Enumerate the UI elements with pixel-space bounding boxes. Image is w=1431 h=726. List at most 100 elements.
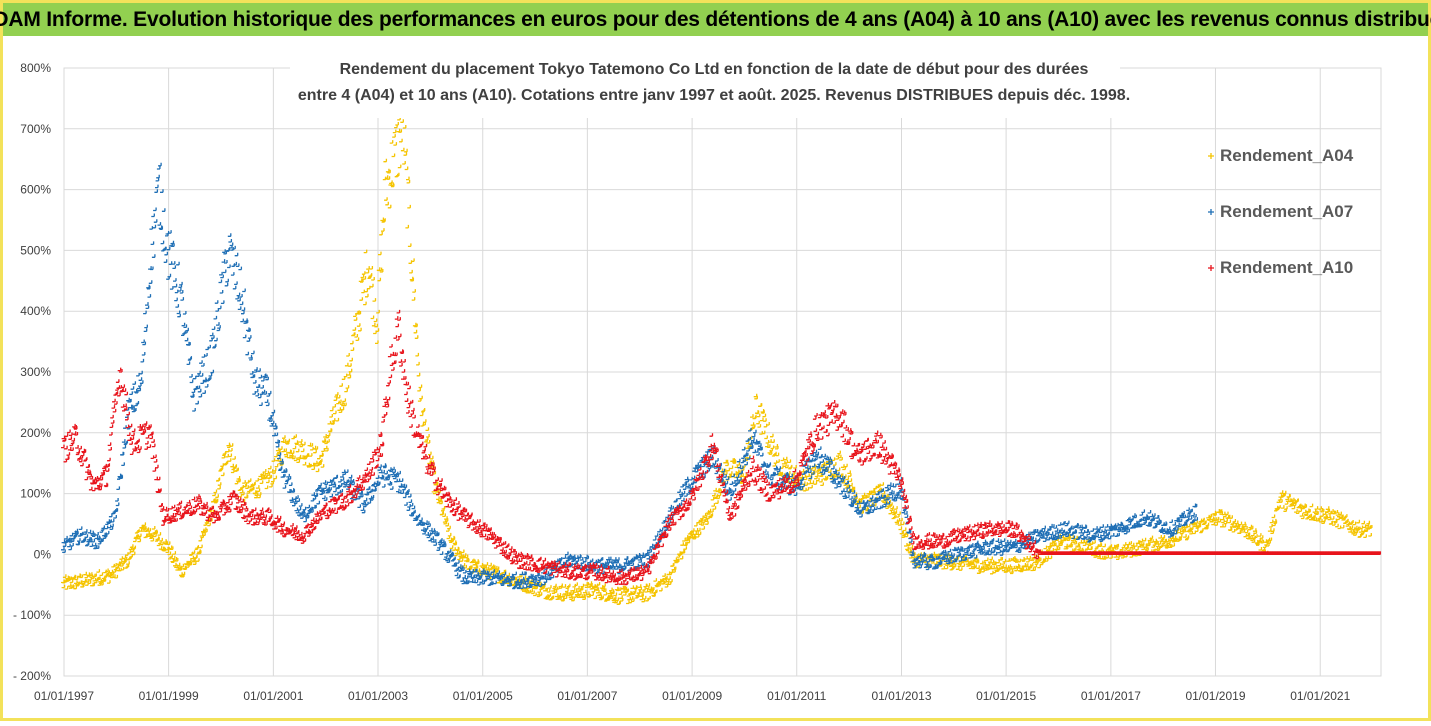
data-point: [555, 594, 558, 597]
data-point: [299, 503, 302, 506]
data-point: [173, 278, 176, 281]
data-point: [233, 286, 236, 289]
data-point: [244, 318, 247, 321]
data-point: [356, 337, 359, 340]
data-point: [1167, 527, 1170, 530]
data-point: [110, 415, 113, 418]
data-point: [188, 356, 191, 359]
data-point: [382, 484, 385, 487]
data-point: [221, 300, 224, 303]
data-point: [1140, 539, 1143, 542]
data-point: [394, 335, 397, 338]
data-point: [131, 386, 134, 389]
data-point: [360, 477, 363, 480]
data-point: [766, 422, 769, 425]
data-point: [903, 528, 906, 531]
data-point: [177, 314, 180, 317]
data-point: [157, 166, 160, 169]
data-point: [383, 463, 386, 466]
data-point: [936, 559, 939, 562]
data-point: [149, 436, 152, 439]
data-point: [357, 323, 360, 326]
data-point: [218, 306, 221, 309]
data-point: [303, 519, 306, 522]
data-point: [744, 462, 747, 465]
grid-lines: [64, 68, 1381, 676]
data-point: [68, 436, 71, 439]
data-point: [251, 351, 254, 354]
data-point: [1083, 525, 1086, 528]
data-point: [84, 529, 87, 532]
data-point: [565, 552, 568, 555]
data-point: [752, 434, 755, 437]
data-point: [187, 500, 190, 503]
data-point: [647, 596, 650, 599]
data-point: [279, 528, 282, 531]
x-tick-label: 01/01/2021: [1290, 689, 1350, 703]
data-point: [1269, 524, 1272, 527]
data-point: [248, 335, 251, 338]
data-point: [549, 561, 552, 564]
data-point: [764, 436, 767, 439]
data-point: [577, 572, 580, 575]
data-point: [172, 265, 175, 268]
data-point: [1191, 513, 1194, 516]
data-point: [388, 467, 391, 470]
data-point: [81, 449, 84, 452]
data-point: [789, 465, 792, 468]
data-point: [385, 202, 388, 205]
data-point: [1081, 536, 1084, 539]
data-point: [270, 413, 273, 416]
data-point: [605, 580, 608, 583]
data-point: [453, 497, 456, 500]
data-point: [470, 519, 473, 522]
data-point: [584, 555, 587, 558]
data-point: [295, 440, 298, 443]
data-point: [132, 446, 135, 449]
data-point: [234, 281, 237, 284]
data-point: [225, 279, 228, 282]
data-point: [683, 546, 686, 549]
data-point: [713, 488, 716, 491]
data-point: [121, 462, 124, 465]
data-point: [205, 384, 208, 387]
series-Rendement_A07: [61, 163, 1197, 589]
data-point: [890, 495, 893, 498]
data-point: [359, 278, 362, 281]
data-point: [402, 359, 405, 362]
data-point: [1158, 535, 1161, 538]
data-point: [279, 466, 282, 469]
y-tick-label: 200%: [20, 426, 51, 440]
data-point: [195, 401, 198, 404]
data-point: [845, 481, 848, 484]
data-point: [130, 451, 133, 454]
data-point: [257, 488, 260, 491]
data-point: [756, 421, 759, 424]
data-point: [245, 495, 248, 498]
data-point: [240, 302, 243, 305]
data-point: [141, 340, 144, 343]
data-point: [234, 506, 237, 509]
data-point: [242, 289, 245, 292]
data-point: [1361, 521, 1364, 524]
data-point: [370, 284, 373, 287]
data-point: [637, 590, 640, 593]
data-point: [1084, 525, 1087, 528]
data-point: [243, 335, 246, 338]
data-point: [1326, 506, 1329, 509]
data-point: [129, 441, 132, 444]
data-point: [288, 450, 291, 453]
data-point: [351, 347, 354, 350]
data-point: [155, 465, 158, 468]
data-point: [426, 434, 429, 437]
data-point: [281, 439, 284, 442]
data-point: [374, 319, 377, 322]
data-point: [149, 280, 152, 283]
data-point: [1258, 533, 1261, 536]
data-point: [173, 563, 176, 566]
data-point: [330, 408, 333, 411]
data-point: [763, 414, 766, 417]
data-point: [1183, 534, 1186, 537]
data-point: [771, 446, 774, 449]
